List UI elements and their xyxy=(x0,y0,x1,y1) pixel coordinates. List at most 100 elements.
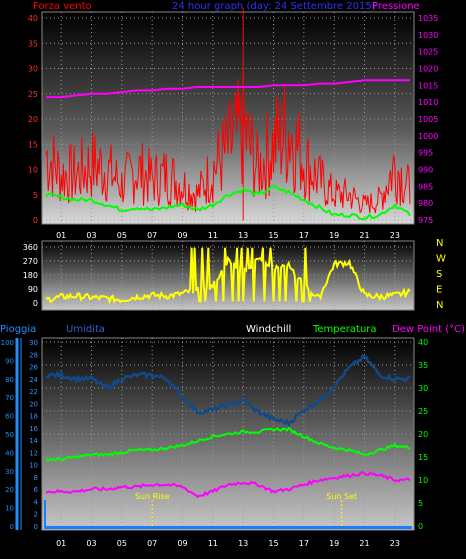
compass-label: W xyxy=(436,254,446,265)
hour-tick-label: 11 xyxy=(208,231,218,240)
hour-tick-label: 21 xyxy=(359,231,369,240)
wind-tick-label: 15 xyxy=(28,140,38,149)
direction-tick-label: 360 xyxy=(23,243,38,252)
pressure-tick-label: 1030 xyxy=(418,31,438,40)
pressure-tick-label: 1025 xyxy=(418,48,438,57)
wind-label: Forza vento xyxy=(33,1,92,12)
dewpoint-series xyxy=(45,470,411,499)
hour-tick-label: 13 xyxy=(238,539,248,548)
pressure-tick-label: 980 xyxy=(418,199,433,208)
hour-tick-label: 15 xyxy=(268,231,278,240)
pressure-tick-label: 1035 xyxy=(418,14,438,23)
hour-tick-label: 17 xyxy=(299,539,309,548)
humidity-series xyxy=(45,354,411,427)
direction-tick-label: 270 xyxy=(23,257,38,266)
pressure-tick-label: 985 xyxy=(418,182,433,191)
temperature-tick-label: 40 xyxy=(418,338,428,347)
hour-tick-label: 11 xyxy=(208,539,218,548)
hour-tick-label: 07 xyxy=(147,231,157,240)
rain-tick-label: 80 xyxy=(5,376,14,384)
rain-tick-label: 20 xyxy=(5,486,14,494)
hour-tick-label: 09 xyxy=(177,231,187,240)
pressure-tick-label: 1020 xyxy=(418,65,438,74)
hour-tick-label: 09 xyxy=(177,539,187,548)
humidity-tick-label: 10 xyxy=(29,462,38,470)
humidity-tick-label: 24 xyxy=(29,376,38,384)
wind-tick-label: 5 xyxy=(33,191,38,200)
chart-series: Sun Rise Sun Set xyxy=(44,7,412,529)
direction-tick-label: 180 xyxy=(23,271,38,280)
wind-tick-label: 10 xyxy=(28,166,38,175)
direction-series xyxy=(45,247,411,305)
compass-label: E xyxy=(436,285,442,296)
hour-tick-label: 03 xyxy=(86,539,96,548)
humidity-tick-label: 8 xyxy=(34,474,38,482)
sunrise-label: Sun Rise xyxy=(135,492,170,501)
humidity-header: Umidita xyxy=(66,324,105,335)
direction-tick-label: 90 xyxy=(28,285,38,294)
rain-series xyxy=(44,526,412,529)
humidity-tick-label: 14 xyxy=(29,437,38,445)
temperature-tick-label: 0 xyxy=(418,522,423,531)
humidity-tick-label: 2 xyxy=(34,511,38,519)
pressure-tick-label: 990 xyxy=(418,166,433,175)
wind-tick-label: 25 xyxy=(28,90,38,99)
pressure-label: Pressione xyxy=(372,1,420,12)
direction-tick-label: 0 xyxy=(33,299,38,308)
rain-tick-label: 40 xyxy=(5,449,14,457)
compass-label: S xyxy=(436,269,442,280)
pressure-tick-label: 1000 xyxy=(418,132,438,141)
temperature-series xyxy=(45,426,411,462)
direction-panel xyxy=(41,240,415,311)
humidity-tick-label: 20 xyxy=(29,400,38,408)
axis-labels: 0101030305050707090911111313151517171919… xyxy=(1,14,446,548)
hour-tick-label: 21 xyxy=(359,539,369,548)
temperature-tick-label: 10 xyxy=(418,476,428,485)
wind-series xyxy=(45,68,411,214)
wind-tick-label: 20 xyxy=(28,115,38,124)
hour-tick-label: 01 xyxy=(56,231,66,240)
humidity-tick-label: 4 xyxy=(34,498,39,506)
hour-tick-label: 23 xyxy=(390,231,400,240)
rain-tick-label: 30 xyxy=(5,468,14,476)
pressure-tick-label: 1015 xyxy=(418,81,438,90)
humidity-tick-label: 12 xyxy=(29,449,38,457)
pressure-tick-label: 1010 xyxy=(418,98,438,107)
temperature-tick-label: 35 xyxy=(418,361,428,370)
pressure-tick-label: 995 xyxy=(418,149,433,158)
hour-tick-label: 05 xyxy=(117,231,127,240)
hour-tick-label: 23 xyxy=(390,539,400,548)
temperature-tick-label: 20 xyxy=(418,430,428,439)
wind-tick-label: 0 xyxy=(33,216,38,225)
hour-tick-label: 17 xyxy=(299,231,309,240)
temperature-tick-label: 30 xyxy=(418,384,428,393)
temperature-tick-label: 15 xyxy=(418,453,428,462)
humidity-tick-label: 18 xyxy=(29,413,38,421)
wind-tick-label: 30 xyxy=(28,65,38,74)
pressure-tick-label: 1005 xyxy=(418,115,438,124)
hour-tick-label: 01 xyxy=(56,539,66,548)
wind-panel xyxy=(41,11,415,225)
rain-tick-label: 70 xyxy=(5,394,14,402)
wind-average-series xyxy=(45,185,411,221)
hour-tick-label: 13 xyxy=(238,231,248,240)
pressure-tick-label: 975 xyxy=(418,216,433,225)
pressure-series xyxy=(46,79,410,99)
rain-header: Pioggia xyxy=(0,324,36,335)
hour-tick-label: 15 xyxy=(268,539,278,548)
compass-label: N xyxy=(436,238,443,249)
rain-tick-label: 0 xyxy=(10,523,14,531)
humidity-tick-label: 28 xyxy=(29,351,38,359)
humidity-tick-label: 30 xyxy=(29,339,38,347)
sunset-label: Sun Set xyxy=(326,492,357,501)
rain-tick-label: 60 xyxy=(5,413,14,421)
humidity-tick-label: 6 xyxy=(34,486,39,494)
hour-tick-label: 07 xyxy=(147,539,157,548)
windchill-header: Windchill xyxy=(246,324,291,335)
dewpoint-header: Dew Point (°C) xyxy=(392,324,465,335)
rain-tick-label: 10 xyxy=(5,505,14,513)
temperature-header: Temperatura xyxy=(312,324,377,335)
compass-label: N xyxy=(436,300,443,311)
rain-start-bar xyxy=(44,500,46,526)
hour-tick-label: 05 xyxy=(117,539,127,548)
